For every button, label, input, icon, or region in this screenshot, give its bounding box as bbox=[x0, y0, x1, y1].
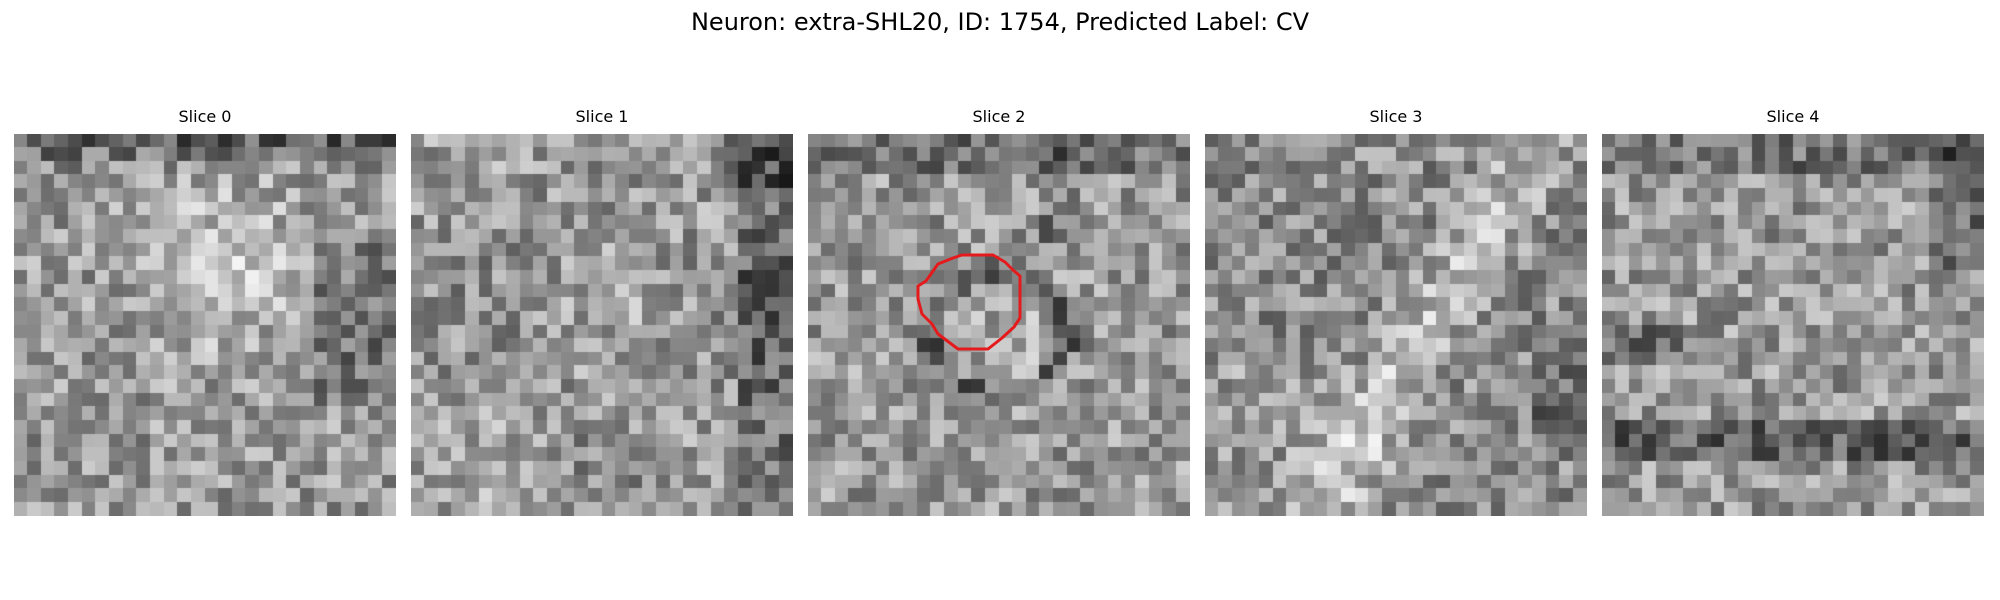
slice-image bbox=[1205, 134, 1587, 516]
slice-panel-3: Slice 3 bbox=[1205, 106, 1587, 516]
slice-image bbox=[1602, 134, 1984, 516]
slice-panel-4: Slice 4 bbox=[1602, 106, 1984, 516]
slice-title: Slice 1 bbox=[575, 107, 629, 126]
slice-panel-1: Slice 1 bbox=[411, 106, 793, 516]
slice-panel-0: Slice 0 bbox=[14, 106, 396, 516]
slice-image bbox=[14, 134, 396, 516]
slice-title: Slice 3 bbox=[1369, 107, 1423, 126]
slice-panel-2: Slice 2 bbox=[808, 106, 1190, 516]
slice-title: Slice 0 bbox=[178, 107, 232, 126]
slice-title: Slice 4 bbox=[1766, 107, 1820, 126]
figure-title: Neuron: extra-SHL20, ID: 1754, Predicted… bbox=[690, 8, 1310, 36]
slice-image bbox=[411, 134, 793, 516]
slice-title: Slice 2 bbox=[972, 107, 1026, 126]
slice-image bbox=[808, 134, 1190, 516]
